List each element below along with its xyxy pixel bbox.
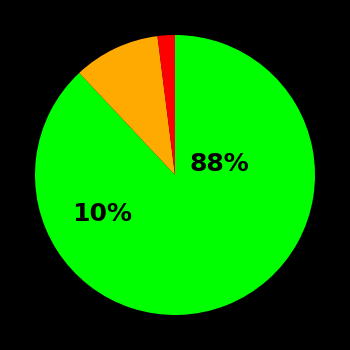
Text: 88%: 88%	[190, 152, 250, 176]
Wedge shape	[158, 35, 175, 175]
Text: 10%: 10%	[72, 202, 132, 226]
Wedge shape	[35, 35, 315, 315]
Wedge shape	[79, 36, 175, 175]
